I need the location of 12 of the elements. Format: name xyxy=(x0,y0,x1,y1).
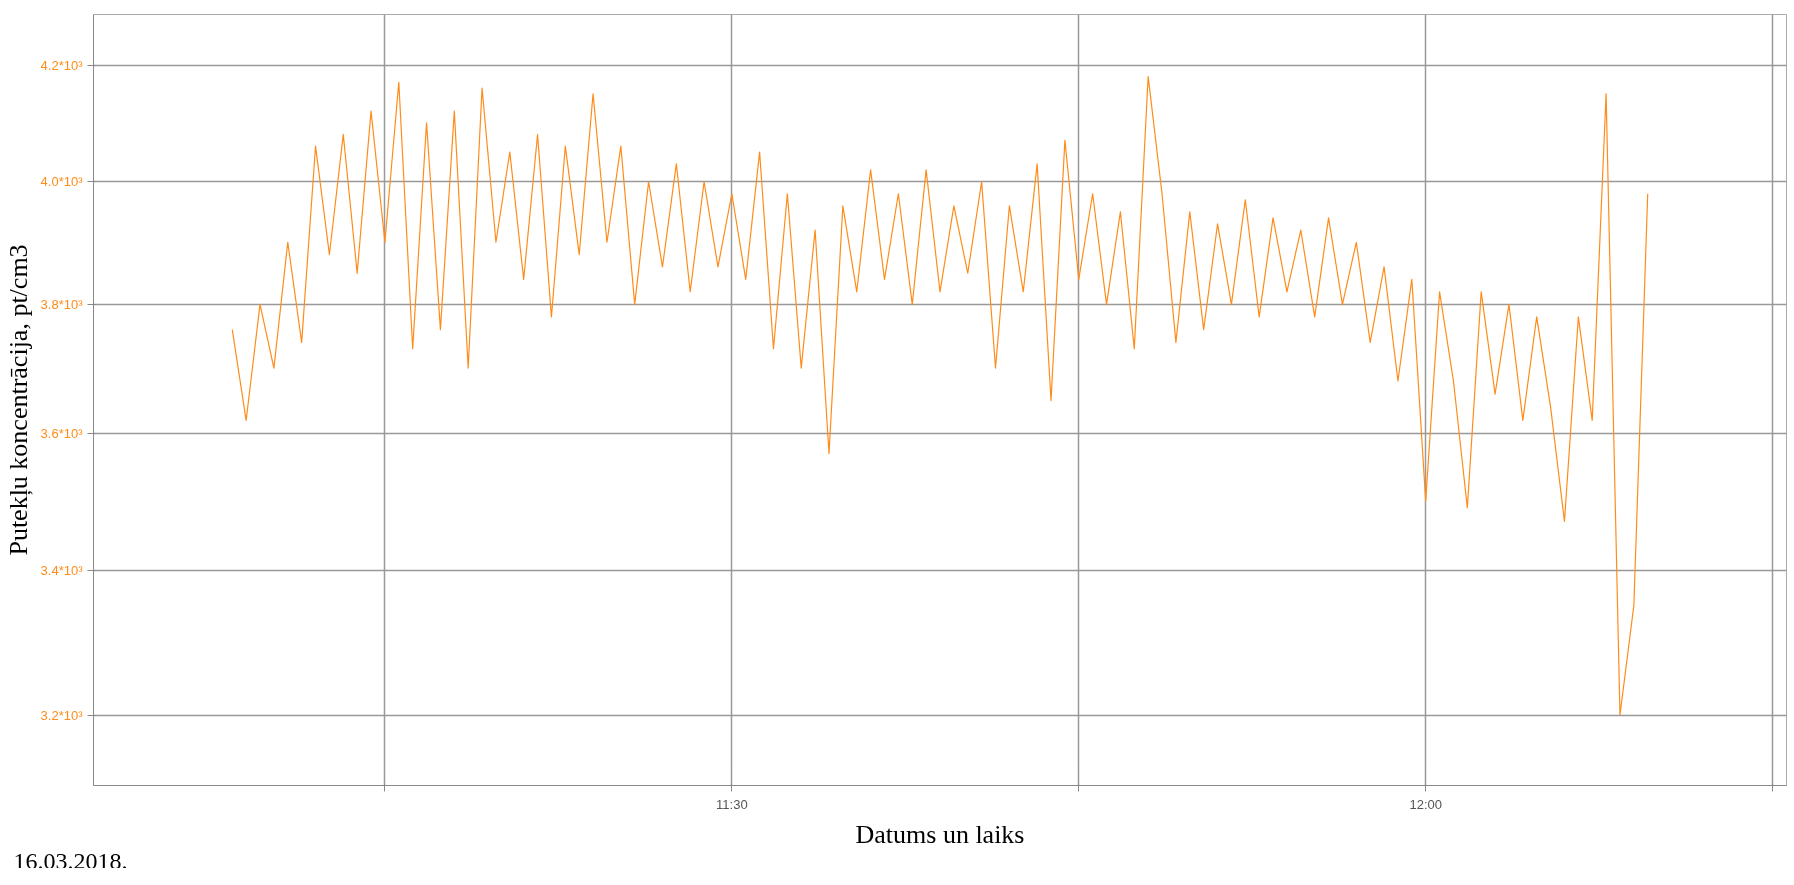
y-tick-label: 3.2*10³ xyxy=(40,707,84,723)
y-tick-label: 3.8*10³ xyxy=(40,296,84,312)
x-tick-label: 12:00 xyxy=(1409,796,1442,812)
y-tick-label: 3.6*10³ xyxy=(40,426,84,442)
x-tick-label: 11:30 xyxy=(716,796,748,812)
x-axis-title: Datums un laiks xyxy=(855,819,1025,849)
y-tick-label: 4.2*10³ xyxy=(40,57,84,73)
line-series xyxy=(231,75,1649,716)
y-axis-title: Putekļu koncentrācija, pt/cm3 xyxy=(3,244,33,556)
text: 16.03.2018. xyxy=(13,847,128,874)
y-tick-label: 3.4*10³ xyxy=(40,562,84,578)
y-tick-label: 4.0*10³ xyxy=(40,174,84,190)
